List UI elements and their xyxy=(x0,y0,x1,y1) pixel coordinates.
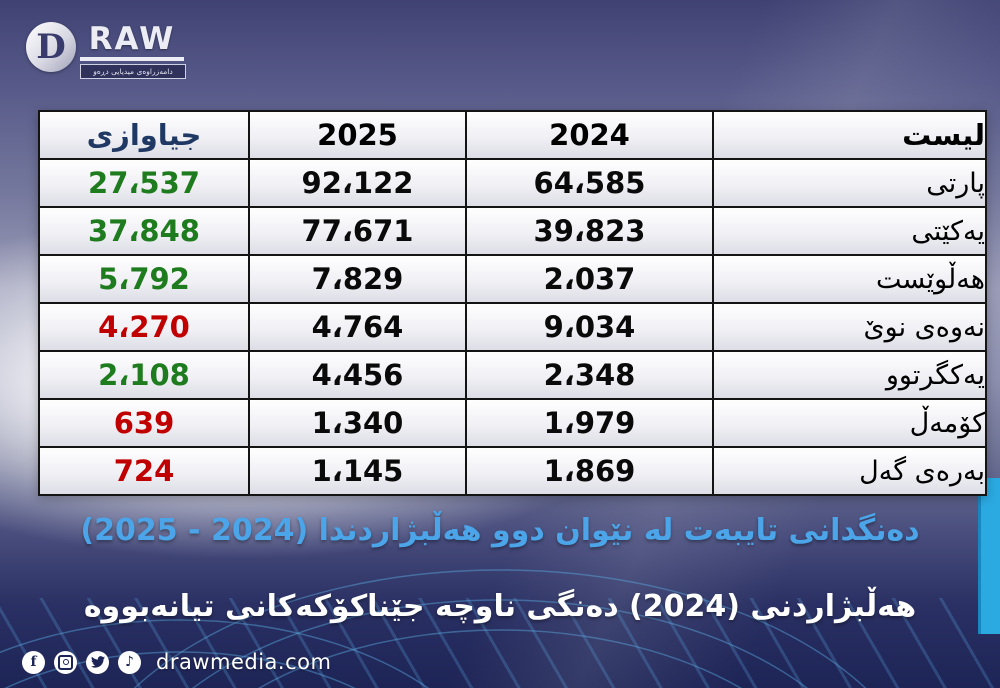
header-diff: جیاوازی xyxy=(38,110,250,160)
value-2024: 39،823 xyxy=(465,206,714,256)
diff-value: 5،792 xyxy=(38,254,250,304)
caption-title: دەنگدانی تایبەت لە نێوان دوو هەڵبژاردندا… xyxy=(80,513,920,548)
value-2025: 4،456 xyxy=(248,350,467,400)
diff-value: 724 xyxy=(38,446,250,496)
facebook-glyph: f xyxy=(30,654,37,670)
bottom-stripe-pattern xyxy=(0,598,1000,688)
header-2024: 2024 xyxy=(465,110,714,160)
party-name: نەوەی نوێ xyxy=(712,302,987,352)
party-name: یەکێتی xyxy=(712,206,987,256)
diff-value: 27،537 xyxy=(38,158,250,208)
caption-subtitle: هەڵبژاردنی (2024) دەنگی ناوچە جێناکۆکەکا… xyxy=(83,589,917,624)
table-row: 639 1،340 1،979 کۆمەڵ xyxy=(38,398,987,448)
value-2025: 92،122 xyxy=(248,158,467,208)
table-row: 724 1،145 1،869 بەرەی گەل xyxy=(38,446,987,496)
logo-tagline: دامەزراوەی میدیایی دڕەو xyxy=(80,64,186,79)
party-name: یەکگرتوو xyxy=(712,350,987,400)
logo-circle-icon: D xyxy=(26,22,76,72)
instagram-glyph xyxy=(58,654,73,670)
value-2025: 77،671 xyxy=(248,206,467,256)
facebook-icon[interactable]: f xyxy=(22,650,45,674)
value-2024: 2،037 xyxy=(465,254,714,304)
party-name: پارتی xyxy=(712,158,987,208)
table-row: 5،792 7،829 2،037 هەڵوێست xyxy=(38,254,987,304)
diff-value: 37،848 xyxy=(38,206,250,256)
value-2024: 1،979 xyxy=(465,398,714,448)
logo-raw-text: RAW xyxy=(80,24,184,61)
cyan-accent-bar xyxy=(978,478,1000,634)
value-2025: 4،764 xyxy=(248,302,467,352)
party-name: کۆمەڵ xyxy=(712,398,987,448)
table-row: 4،270 4،764 9،034 نەوەی نوێ xyxy=(38,302,987,352)
diff-value: 4،270 xyxy=(38,302,250,352)
table-row: 37،848 77،671 39،823 یەکێتی xyxy=(38,206,987,256)
party-name: بەرەی گەل xyxy=(712,446,987,496)
value-2025: 1،340 xyxy=(248,398,467,448)
diff-value: 2،108 xyxy=(38,350,250,400)
table-row: 2،108 4،456 2،348 یەکگرتوو xyxy=(38,350,987,400)
table-header-row: جیاوازی 2025 2024 لیست xyxy=(38,110,987,160)
value-2024: 64،585 xyxy=(465,158,714,208)
instagram-icon[interactable] xyxy=(54,650,77,674)
election-results-table: جیاوازی 2025 2024 لیست 27،537 92،122 64،… xyxy=(38,110,987,496)
twitter-bird-glyph xyxy=(90,656,105,668)
value-2024: 2،348 xyxy=(465,350,714,400)
value-2024: 1،869 xyxy=(465,446,714,496)
footer-bar: f ♪ drawmedia.com xyxy=(22,649,331,675)
header-2025: 2025 xyxy=(248,110,467,160)
draw-media-logo: D RAW دامەزراوەی میدیایی دڕەو xyxy=(26,18,186,79)
value-2024: 9،034 xyxy=(465,302,714,352)
table-row: 27،537 92،122 64،585 پارتی xyxy=(38,158,987,208)
diff-value: 639 xyxy=(38,398,250,448)
website-link[interactable]: drawmedia.com xyxy=(156,650,332,674)
logo-d-letter: D xyxy=(36,27,66,67)
party-name: هەڵوێست xyxy=(712,254,987,304)
value-2025: 7،829 xyxy=(248,254,467,304)
tiktok-glyph: ♪ xyxy=(125,654,134,670)
header-list: لیست xyxy=(712,110,987,160)
twitter-icon[interactable] xyxy=(86,650,109,674)
value-2025: 1،145 xyxy=(248,446,467,496)
tiktok-icon[interactable]: ♪ xyxy=(118,650,141,674)
